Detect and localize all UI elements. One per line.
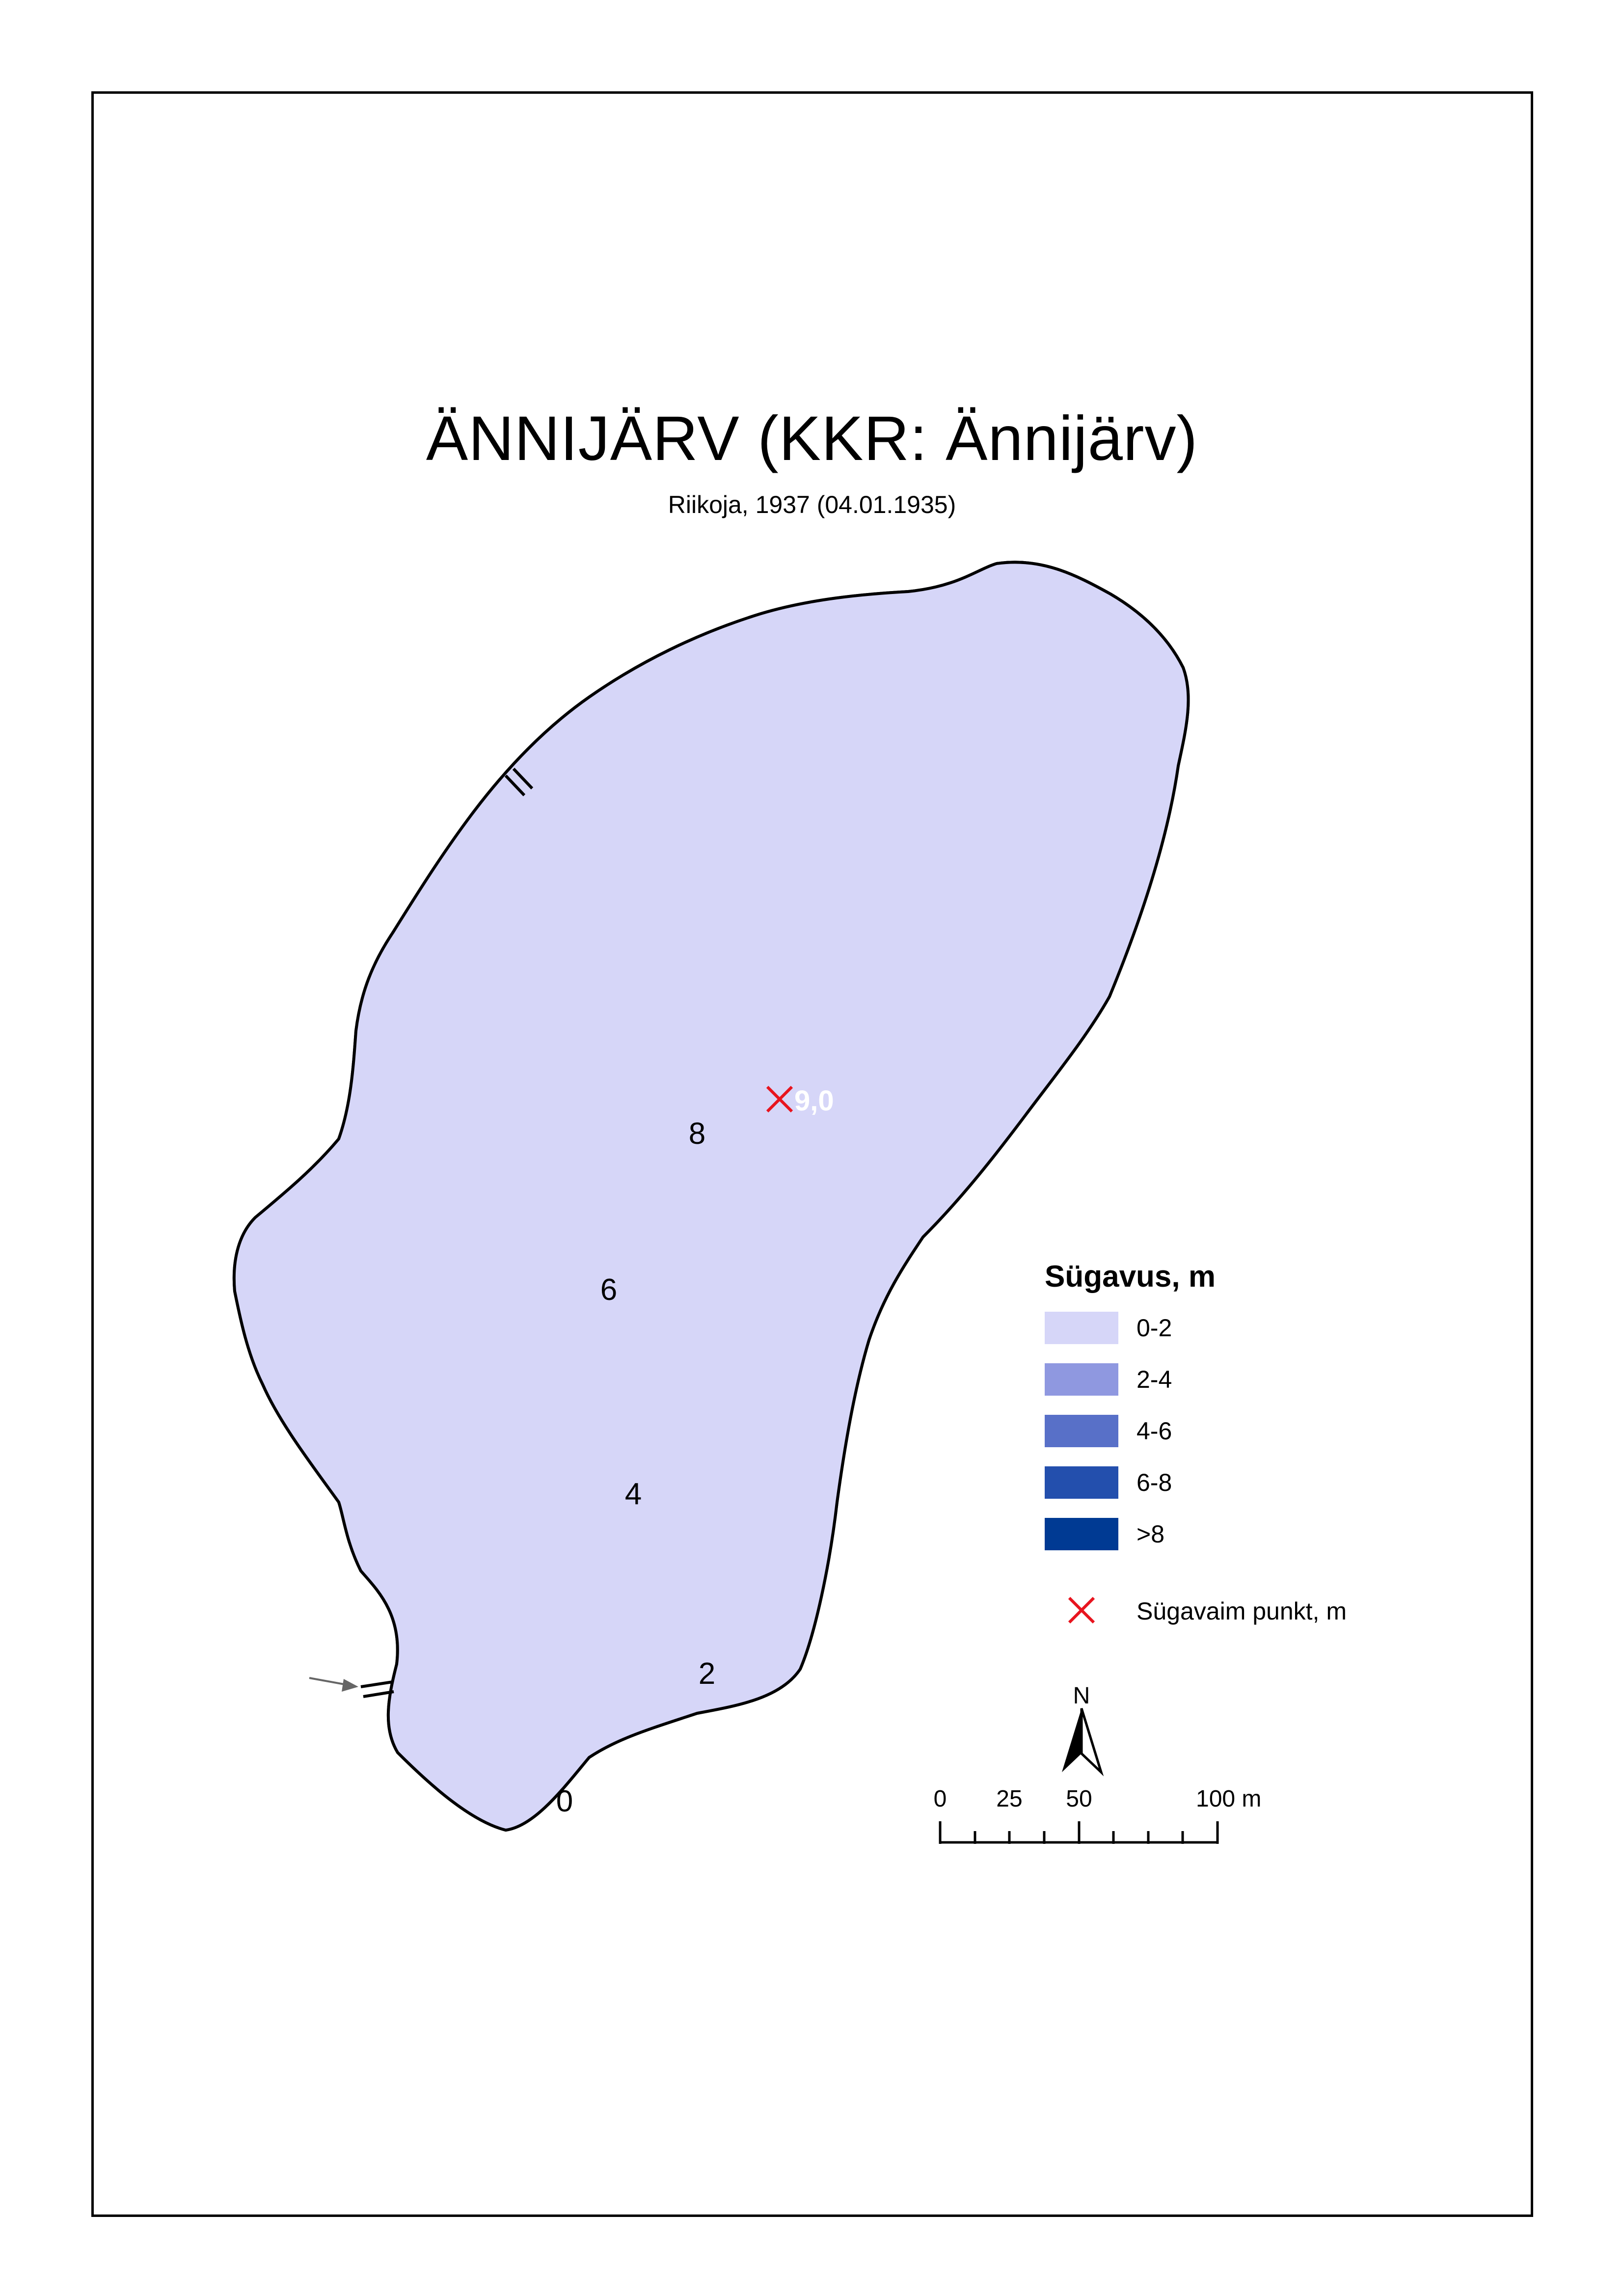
legend-label: 2-4 [1137, 1366, 1172, 1393]
contour-label-2: 2 [699, 1657, 715, 1691]
north-arrow-label: N [1073, 1683, 1090, 1709]
legend-title: Sügavus, m [1045, 1260, 1216, 1294]
legend-label: 0-2 [1137, 1314, 1172, 1342]
legend-swatch [1045, 1415, 1118, 1447]
map-subtitle: Riikoja, 1937 (04.01.1935) [668, 491, 956, 518]
north-arrow-icon: N [1062, 1683, 1104, 1777]
map-frame [91, 91, 1533, 2217]
contour-label-4: 4 [625, 1477, 642, 1511]
legend-swatch [1045, 1312, 1118, 1344]
legend-swatch [1045, 1363, 1118, 1396]
legend-label: >8 [1137, 1520, 1165, 1548]
legend-label: 4-6 [1137, 1417, 1172, 1445]
inflow-arrow-icon [309, 1677, 394, 1698]
contour-label-0: 0 [556, 1784, 573, 1818]
contour-label-8: 8 [689, 1117, 705, 1151]
scale-bar [939, 1821, 1219, 1844]
scale-label-0: 0 [934, 1786, 947, 1812]
legend-deepest-point-icon [1068, 1596, 1095, 1624]
outflow-marker-icon [504, 767, 534, 797]
map-title: ÄNNIJÄRV (KKR: Ännijärv) [426, 404, 1198, 474]
scale-label-100: 100 m [1196, 1786, 1261, 1812]
scale-label-25: 25 [996, 1786, 1022, 1812]
legend-label: Sügavaim punkt, m [1137, 1597, 1347, 1625]
legend-swatch [1045, 1466, 1118, 1499]
scale-label-50: 50 [1066, 1786, 1092, 1812]
deepest-point-value: 9,0 [794, 1085, 834, 1117]
deepest-point-icon [766, 1085, 793, 1113]
legend-swatch [1045, 1518, 1118, 1550]
contour-label-6: 6 [600, 1273, 617, 1307]
legend-label: 6-8 [1137, 1469, 1172, 1496]
